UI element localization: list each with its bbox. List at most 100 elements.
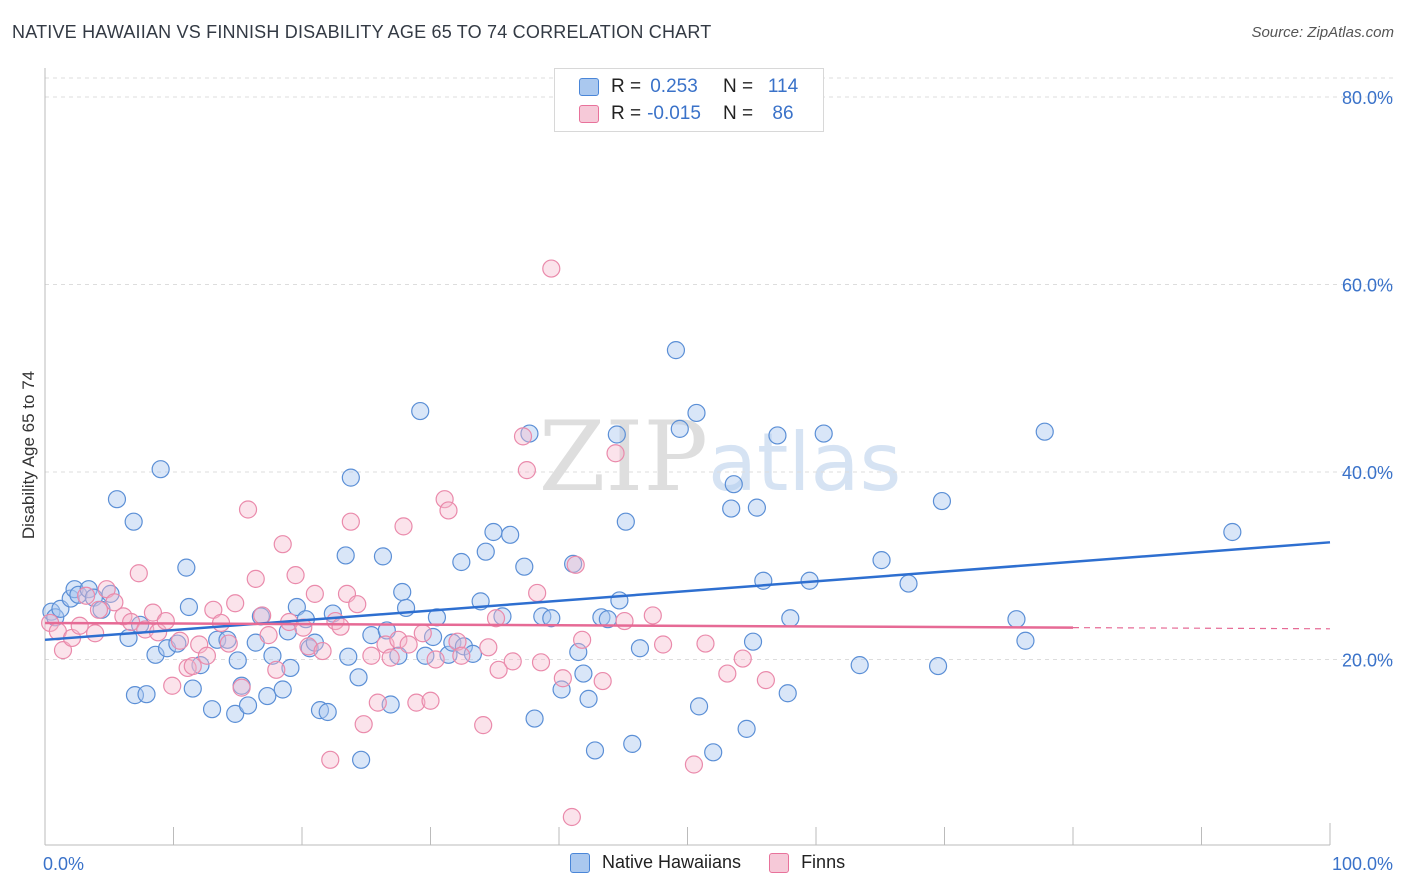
- finns-point: [606, 444, 625, 463]
- finns-point: [542, 259, 561, 278]
- finns-point: [426, 650, 445, 669]
- native-hawaiians-point: [341, 468, 360, 487]
- series-name: Finns: [801, 852, 846, 872]
- finns-point: [246, 569, 265, 588]
- native-hawaiians-point: [724, 475, 743, 494]
- finns-point: [354, 715, 373, 734]
- native-hawaiians-point: [476, 542, 495, 561]
- legend-r-label: R =: [611, 76, 642, 97]
- native-hawaiians-point: [585, 741, 605, 760]
- native-hawaiians-point: [69, 585, 88, 604]
- finns-point: [531, 653, 551, 672]
- y-axis-label: Disability Age 65 to 74: [19, 371, 38, 539]
- finns-point: [653, 635, 673, 654]
- native-hawaiians-point: [1016, 631, 1035, 650]
- legend-r-label: R =: [611, 103, 642, 124]
- y-tick-label: 20.0%: [1342, 651, 1393, 671]
- native-hawaiians-point: [1223, 522, 1242, 542]
- finns-point: [413, 624, 432, 643]
- finns-point: [489, 660, 508, 679]
- finns-point: [170, 631, 190, 650]
- legend-swatch-blue: [570, 852, 590, 873]
- native-hawaiians-point: [151, 460, 170, 479]
- finns-point: [321, 750, 340, 769]
- finns-point: [273, 535, 292, 554]
- finns-point: [183, 656, 202, 676]
- finns-point: [528, 583, 547, 603]
- chart-title: NATIVE HAWAIIAN VS FINNISH DISABILITY AG…: [12, 22, 712, 42]
- native-hawaiians-point: [463, 644, 483, 663]
- native-hawaiians-point: [416, 646, 435, 665]
- native-hawaiians-point: [168, 634, 187, 653]
- native-hawaiians-point: [501, 525, 520, 544]
- native-hawaiians-point: [258, 686, 277, 706]
- native-hawaiians-point: [515, 557, 534, 576]
- legend-row-finns: R = -0.015 N = 86: [579, 102, 803, 126]
- native-hawaiians-point: [226, 704, 245, 723]
- finns-point: [238, 500, 258, 519]
- native-hawaiians-point: [542, 609, 561, 628]
- legend-n-label: N =: [723, 76, 754, 97]
- native-hawaiians-point: [183, 679, 202, 698]
- finns-trendline: [44, 621, 1074, 629]
- finns-point: [394, 517, 413, 536]
- finns-point: [286, 566, 305, 585]
- native-hawaiians-point: [579, 689, 598, 708]
- finns-point: [399, 635, 418, 654]
- native-hawaiians-point: [452, 552, 471, 572]
- finns-point: [566, 555, 585, 574]
- native-hawaiians-point: [778, 684, 797, 703]
- native-hawaiians-point: [616, 512, 635, 531]
- finns-point: [89, 600, 109, 619]
- native-hawaiians-point: [574, 664, 593, 683]
- native-hawaiians-point: [484, 522, 503, 542]
- legend-r-value: -0.015: [647, 103, 701, 124]
- native-hawaiians-point: [737, 719, 756, 738]
- legend-swatch-blue: [579, 78, 599, 96]
- finns-point: [341, 512, 360, 531]
- finns-point: [593, 671, 612, 691]
- finns-point: [362, 646, 381, 665]
- native-hawaiians-point: [423, 627, 443, 647]
- native-hawaiians-point: [781, 609, 800, 628]
- legend-r-value: 0.253: [650, 76, 698, 97]
- finns-point: [733, 649, 752, 668]
- finns-point: [389, 630, 408, 649]
- series-legend: Native Hawaiians Finns: [570, 852, 873, 873]
- finns-point: [513, 427, 533, 446]
- finns-point: [718, 664, 737, 683]
- finns-point: [77, 586, 96, 605]
- native-hawaiians-point: [443, 633, 462, 652]
- legend-row-native-hawaiians: R = 0.253 N = 114: [579, 75, 803, 99]
- finns-point: [313, 641, 332, 661]
- legend-swatch-pink: [769, 852, 790, 873]
- finns-point: [219, 634, 238, 653]
- native-hawaiians-point: [814, 424, 833, 443]
- finns-point: [232, 678, 251, 697]
- native-hawaiians-point: [393, 582, 412, 602]
- legend-swatch-pink: [579, 105, 599, 123]
- native-hawaiians-point: [107, 490, 127, 509]
- native-hawaiians-point: [336, 546, 355, 565]
- finns-point: [448, 632, 467, 651]
- native-hawaiians-point: [899, 574, 918, 593]
- native-hawaiians-point: [932, 491, 952, 511]
- native-hawaiians-point: [722, 499, 741, 518]
- finns-point: [86, 624, 105, 643]
- finns-point: [267, 660, 286, 679]
- native-hawaiians-point: [411, 401, 430, 421]
- y-tick-label: 80.0%: [1342, 88, 1393, 108]
- finns-point: [331, 617, 350, 636]
- native-hawaiians-point: [872, 551, 891, 570]
- finns-point: [348, 595, 367, 614]
- watermark-atlas: atlas: [708, 416, 901, 509]
- native-hawaiians-point: [666, 341, 686, 360]
- finns-point: [226, 594, 245, 613]
- finns-point: [435, 490, 454, 509]
- finns-point: [452, 646, 471, 665]
- finns-point: [696, 634, 715, 653]
- native-hawaiians-point: [704, 743, 723, 762]
- finns-point: [259, 626, 278, 645]
- native-hawaiians-point: [747, 498, 766, 517]
